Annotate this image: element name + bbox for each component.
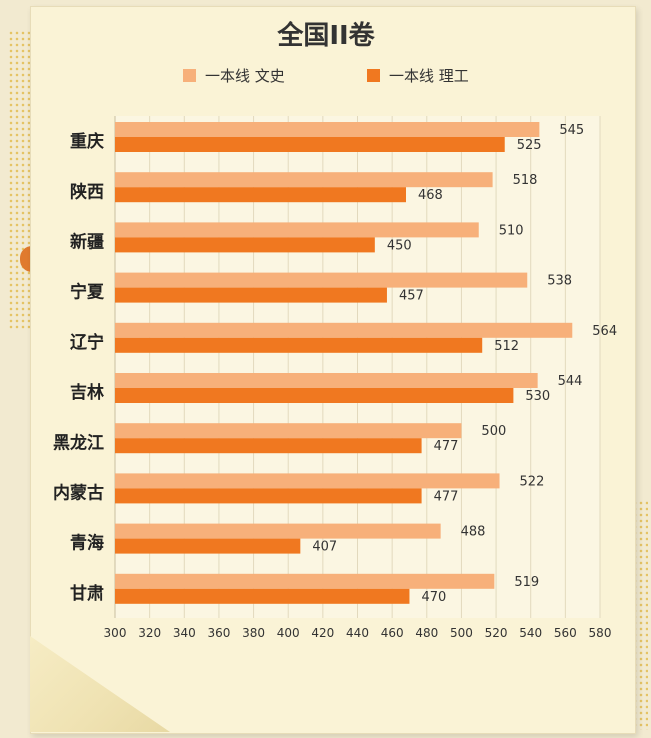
x-tick-label-440: 440 — [346, 626, 369, 640]
data-label-wenshi-8: 522 — [520, 474, 545, 489]
legend-label-2: 一本线 理工 — [389, 67, 469, 85]
decorative-tab — [20, 246, 32, 272]
category-label-1: 重庆 — [70, 131, 104, 152]
x-tick-label-360: 360 — [207, 626, 230, 640]
data-label-wenshi-7: 500 — [481, 424, 506, 439]
data-label-ligong-8: 477 — [434, 489, 459, 504]
data-label-wenshi-3: 510 — [499, 223, 524, 238]
x-tick-label-400: 400 — [277, 626, 300, 640]
x-tick-label-420: 420 — [311, 626, 334, 640]
bar-ligong-5 — [115, 337, 483, 353]
x-tick-label-480: 480 — [415, 626, 438, 640]
data-label-ligong-3: 450 — [387, 238, 412, 253]
data-label-ligong-7: 477 — [434, 439, 459, 454]
data-label-ligong-9: 407 — [312, 540, 337, 555]
data-label-wenshi-9: 488 — [461, 525, 486, 540]
category-label-7: 黑龙江 — [53, 432, 104, 453]
x-tick-label-460: 460 — [381, 626, 404, 640]
bar-ligong-6 — [115, 388, 514, 403]
x-tick-label-320: 320 — [138, 626, 161, 640]
bar-ligong-1 — [115, 137, 505, 152]
bar-wenshi-4 — [115, 272, 528, 288]
x-tick-label-560: 560 — [554, 626, 577, 640]
bar-wenshi-9 — [115, 523, 441, 539]
bar-wenshi-10 — [115, 573, 495, 589]
data-label-wenshi-6: 544 — [558, 374, 583, 389]
x-tick-label-580: 580 — [589, 626, 612, 640]
bar-ligong-7 — [115, 438, 422, 454]
x-tick-label-340: 340 — [173, 626, 196, 640]
category-label-3: 新疆 — [70, 232, 104, 253]
legend-swatch-1 — [183, 69, 196, 82]
category-label-4: 宁夏 — [70, 282, 105, 303]
x-tick-label-500: 500 — [450, 626, 473, 640]
bar-ligong-10 — [115, 588, 410, 604]
x-tick-label-520: 520 — [485, 626, 508, 640]
data-label-wenshi-10: 519 — [514, 575, 539, 590]
bar-ligong-3 — [115, 237, 375, 253]
data-label-wenshi-1: 545 — [559, 123, 584, 138]
bar-wenshi-8 — [115, 473, 500, 489]
bar-wenshi-2 — [115, 172, 493, 188]
category-label-9: 青海 — [70, 533, 104, 554]
bar-ligong-9 — [115, 538, 301, 554]
data-label-ligong-10: 470 — [421, 590, 446, 605]
category-label-5: 辽宁 — [70, 332, 104, 353]
category-label-6: 吉林 — [70, 382, 104, 403]
data-label-wenshi-4: 538 — [547, 274, 572, 289]
data-label-ligong-2: 468 — [418, 188, 443, 203]
bar-wenshi-5 — [115, 322, 573, 338]
category-label-2: 陕西 — [70, 181, 104, 202]
category-label-10: 甘肃 — [70, 583, 104, 604]
bar-wenshi-3 — [115, 222, 479, 238]
bar-wenshi-7 — [115, 423, 462, 439]
bar-ligong-8 — [115, 488, 422, 504]
data-label-ligong-5: 512 — [494, 339, 519, 354]
bar-ligong-4 — [115, 287, 387, 303]
x-tick-label-540: 540 — [519, 626, 542, 640]
bar-ligong-2 — [115, 187, 406, 203]
data-label-wenshi-5: 564 — [592, 324, 617, 339]
data-label-ligong-1: 525 — [517, 138, 542, 153]
data-label-wenshi-2: 518 — [513, 173, 538, 188]
data-label-ligong-6: 530 — [525, 389, 550, 404]
chart-title: 全国II卷 — [276, 20, 375, 51]
x-tick-label-380: 380 — [242, 626, 265, 640]
bar-wenshi-1 — [115, 122, 540, 137]
bar-wenshi-6 — [115, 373, 538, 388]
category-label-8: 内蒙古 — [53, 483, 104, 504]
legend-label-1: 一本线 文史 — [205, 67, 285, 85]
legend-swatch-2 — [367, 69, 380, 82]
data-label-ligong-4: 457 — [399, 289, 424, 304]
x-tick-label-300: 300 — [104, 626, 127, 640]
